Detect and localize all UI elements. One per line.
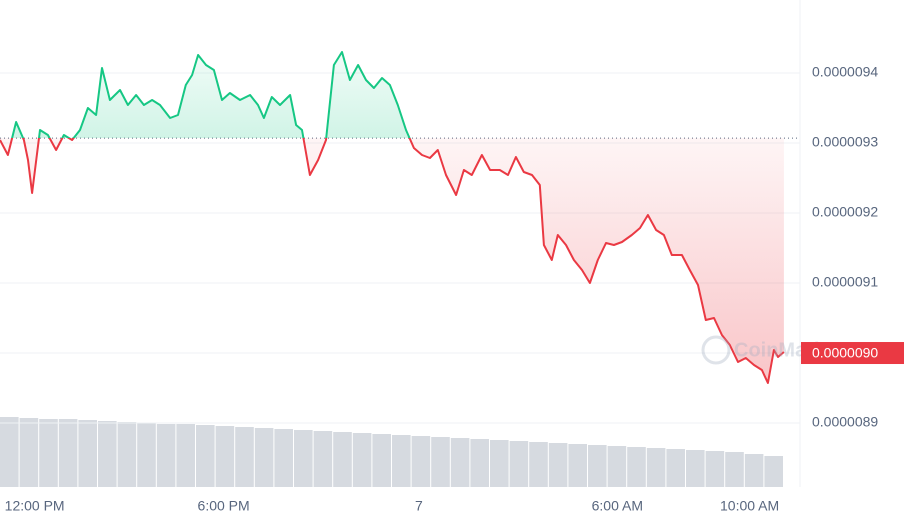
watermark-logo	[701, 335, 731, 365]
volume-bar	[39, 419, 58, 487]
volume-bar	[392, 435, 411, 487]
volume-bar	[725, 452, 744, 487]
volume-bar	[156, 424, 176, 487]
current-price-tag	[801, 342, 904, 365]
volume-bar	[627, 447, 646, 487]
volume-bar	[78, 420, 97, 487]
volume-bar	[744, 454, 764, 487]
volume-bar	[568, 444, 587, 487]
volume-bar	[666, 449, 685, 487]
volume-bar	[411, 436, 431, 487]
x-tick-label: 12:00 PM	[5, 498, 65, 514]
y-tick-label: 0.0000089	[812, 414, 878, 430]
volume-bar	[352, 433, 372, 487]
volume-bar	[0, 417, 19, 487]
volume-bar	[274, 429, 293, 487]
volume-bar	[646, 448, 666, 487]
volume-bar	[431, 437, 450, 487]
volume-bar	[58, 419, 78, 487]
volume-bar	[686, 450, 705, 487]
current-price-label: 0.0000090	[812, 345, 878, 361]
volume-bar	[313, 431, 333, 487]
volume-bar	[137, 423, 156, 487]
volume-bar	[372, 434, 391, 487]
volume-bar	[490, 440, 509, 487]
volume-bar	[333, 432, 352, 487]
x-tick-label: 10:00 AM	[720, 498, 779, 514]
y-tick-label: 0.0000093	[812, 134, 878, 150]
volume-bar	[19, 418, 39, 487]
y-tick-label: 0.0000092	[812, 204, 878, 220]
volume-bar	[254, 428, 274, 487]
volume-bar	[235, 427, 254, 487]
y-tick-label: 0.0000091	[812, 274, 878, 290]
price-line	[0, 51, 785, 384]
volume-bar	[117, 422, 137, 487]
volume-bar	[470, 439, 489, 487]
volume-bar	[548, 443, 568, 487]
volume-bar	[215, 426, 235, 487]
volume-bar	[588, 445, 607, 487]
volume-bar	[764, 456, 783, 487]
volume-bar	[196, 425, 215, 487]
volume-bar	[607, 446, 627, 487]
x-tick-label: 6:00 AM	[592, 498, 643, 514]
volume-bar	[294, 430, 313, 487]
x-tick-label: 6:00 PM	[198, 498, 250, 514]
volume-bar	[705, 451, 725, 487]
y-tick-label: 0.0000094	[812, 64, 878, 80]
x-tick-label: 7	[415, 498, 423, 514]
volume-bar	[98, 421, 117, 487]
area	[0, 52, 784, 383]
volume-bar	[529, 442, 548, 487]
volume-bar	[509, 441, 529, 487]
volume-bar	[450, 438, 470, 487]
volume-bar	[176, 424, 195, 487]
